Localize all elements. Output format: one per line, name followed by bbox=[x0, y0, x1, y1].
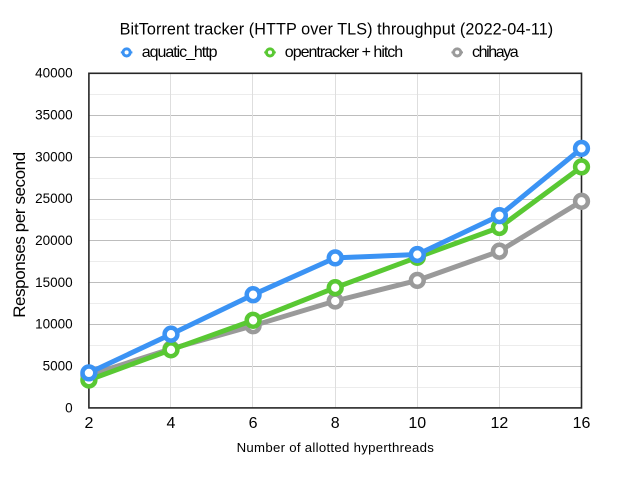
svg-text:chihaya: chihaya bbox=[472, 44, 519, 61]
svg-text:Responses per second: Responses per second bbox=[10, 152, 29, 318]
svg-text:aquatic_http: aquatic_http bbox=[142, 44, 218, 61]
svg-text:20000: 20000 bbox=[35, 233, 73, 248]
svg-text:30000: 30000 bbox=[35, 149, 73, 164]
svg-text:4: 4 bbox=[167, 415, 176, 432]
svg-text:5000: 5000 bbox=[43, 359, 73, 374]
svg-text:8: 8 bbox=[331, 415, 340, 432]
svg-text:2: 2 bbox=[84, 415, 93, 432]
svg-text:10000: 10000 bbox=[35, 317, 73, 332]
svg-text:12: 12 bbox=[491, 415, 509, 432]
svg-text:35000: 35000 bbox=[35, 108, 73, 123]
svg-text:BitTorrent tracker (HTTP over: BitTorrent tracker (HTTP over TLS) throu… bbox=[120, 20, 554, 38]
svg-text:0: 0 bbox=[65, 400, 73, 415]
svg-text:opentracker + hitch: opentracker + hitch bbox=[285, 44, 403, 61]
svg-text:6: 6 bbox=[249, 415, 258, 432]
svg-text:40000: 40000 bbox=[35, 66, 73, 81]
svg-text:16: 16 bbox=[573, 415, 591, 432]
svg-text:25000: 25000 bbox=[35, 191, 73, 206]
svg-text:10: 10 bbox=[408, 415, 426, 432]
svg-text:15000: 15000 bbox=[35, 275, 73, 290]
svg-text:Number of allotted hyperthread: Number of allotted hyperthreads bbox=[237, 440, 435, 455]
